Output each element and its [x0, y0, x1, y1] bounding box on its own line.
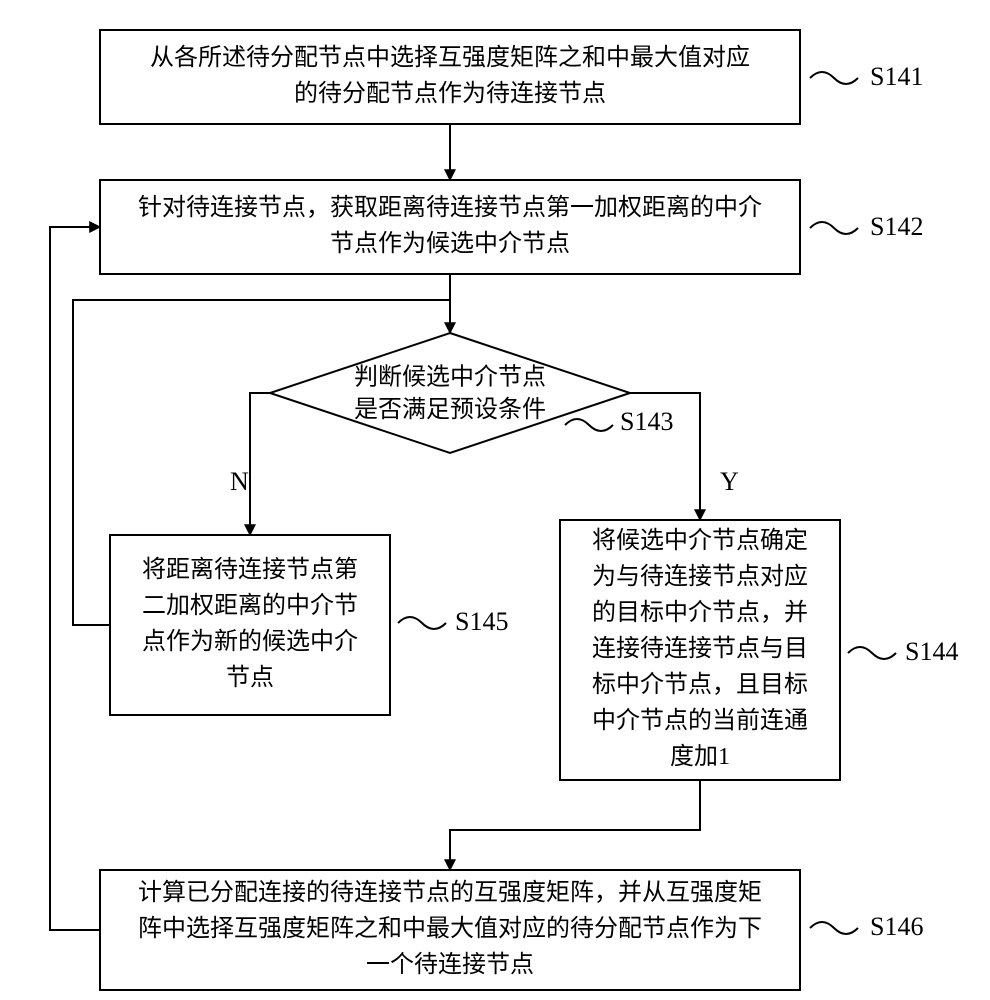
svg-text:一个待连接节点: 一个待连接节点	[366, 951, 534, 978]
svg-text:点作为新的候选中介: 点作为新的候选中介	[142, 628, 358, 655]
svg-text:为与待连接节点对应: 为与待连接节点对应	[592, 563, 808, 590]
svg-text:中介节点的当前连通: 中介节点的当前连通	[592, 707, 808, 734]
svg-text:的目标中介节点，并: 的目标中介节点，并	[592, 599, 808, 626]
svg-text:针对待连接节点，获取距离待连接节点第一加权距离的中介: 针对待连接节点，获取距离待连接节点第一加权距离的中介	[138, 194, 762, 221]
svg-text:S146: S146	[870, 912, 923, 941]
svg-text:是否满足预设条件: 是否满足预设条件	[354, 396, 546, 423]
svg-text:S144: S144	[905, 637, 958, 666]
svg-text:从各所述待分配节点中选择互强度矩阵之和中最大值对应: 从各所述待分配节点中选择互强度矩阵之和中最大值对应	[150, 44, 750, 71]
svg-text:N: N	[230, 467, 249, 496]
svg-text:S143: S143	[620, 407, 673, 436]
svg-text:将候选中介节点确定: 将候选中介节点确定	[592, 527, 808, 554]
svg-text:标中介节点，且目标: 标中介节点，且目标	[592, 671, 808, 698]
svg-text:判断候选中介节点: 判断候选中介节点	[354, 364, 546, 391]
svg-text:S145: S145	[455, 607, 508, 636]
svg-text:S141: S141	[870, 62, 923, 91]
svg-text:节点作为候选中介节点: 节点作为候选中介节点	[330, 230, 570, 257]
svg-text:连接待连接节点与目: 连接待连接节点与目	[592, 635, 808, 662]
svg-text:节点: 节点	[226, 664, 274, 691]
svg-text:计算已分配连接的待连接节点的互强度矩阵，并从互强度矩: 计算已分配连接的待连接节点的互强度矩阵，并从互强度矩	[138, 879, 762, 906]
svg-text:S142: S142	[870, 212, 923, 241]
svg-text:Y: Y	[720, 467, 739, 496]
svg-text:将距离待连接节点第: 将距离待连接节点第	[142, 556, 358, 583]
svg-text:度加1: 度加1	[670, 743, 730, 770]
svg-text:阵中选择互强度矩阵之和中最大值对应的待分配节点作为下: 阵中选择互强度矩阵之和中最大值对应的待分配节点作为下	[138, 915, 762, 942]
svg-text:的待分配节点作为待连接节点: 的待分配节点作为待连接节点	[294, 80, 606, 107]
svg-text:二加权距离的中介节: 二加权距离的中介节	[142, 592, 358, 619]
